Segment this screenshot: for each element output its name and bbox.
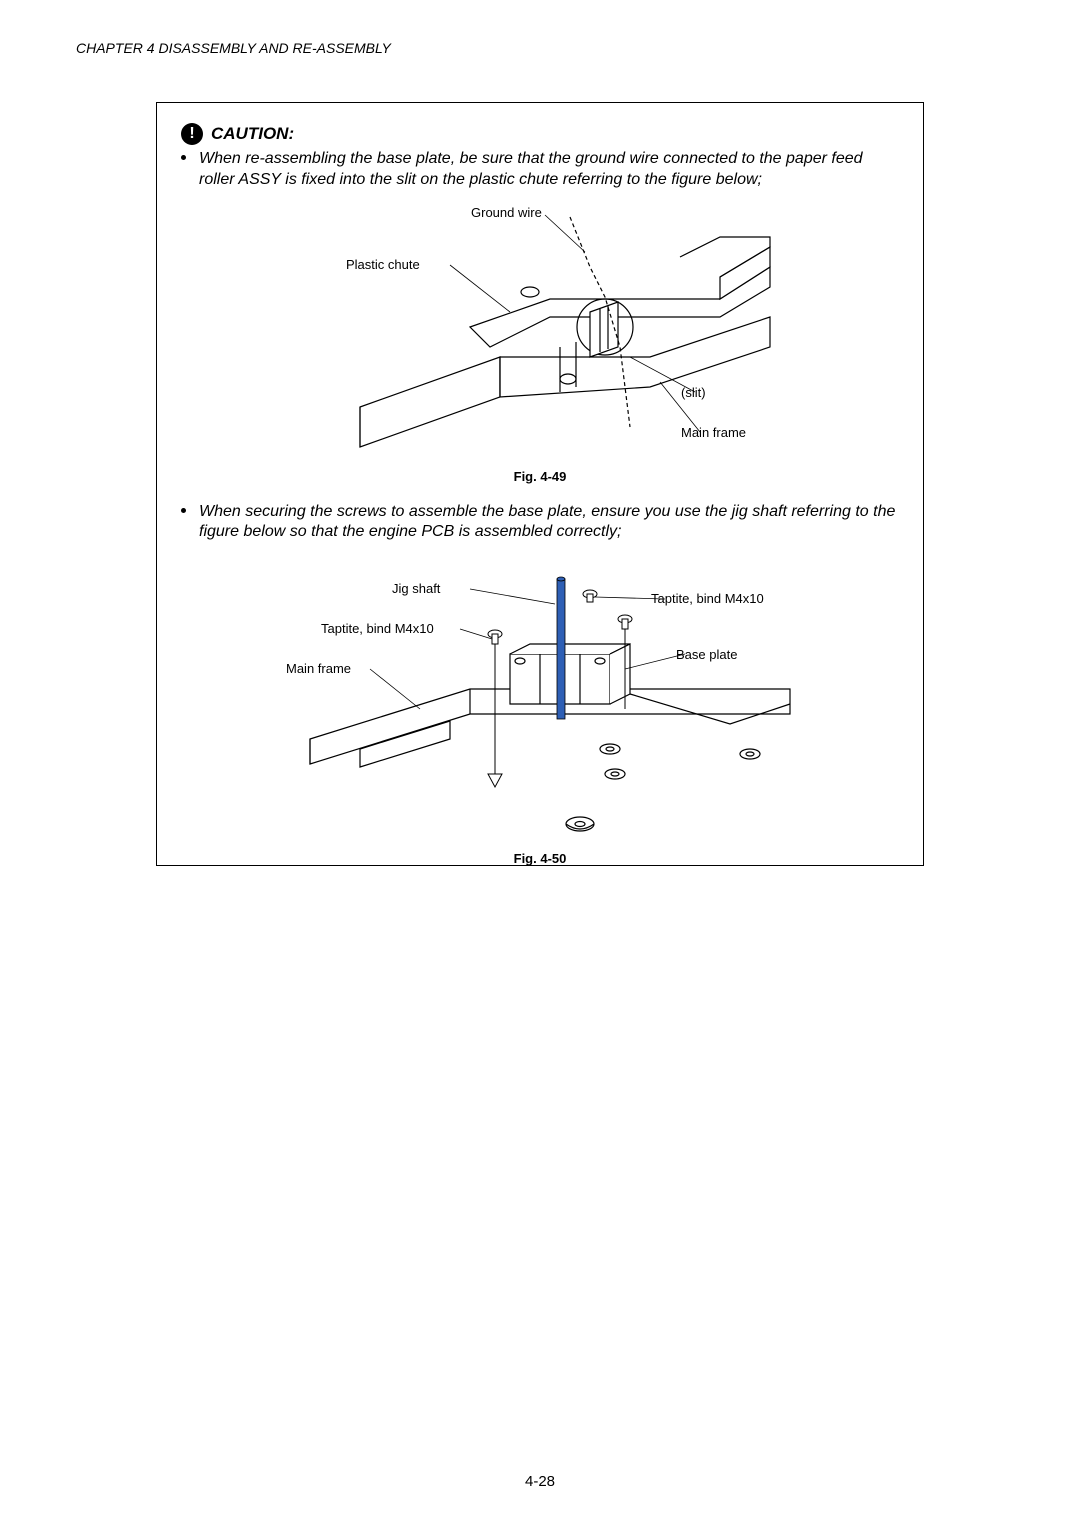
label-slit: (slit) [681, 385, 706, 400]
bullet-1: When re-assembling the base plate, be su… [181, 149, 899, 191]
label-base-plate: Base plate [676, 647, 737, 662]
figure-1-caption: Fig. 4-49 [181, 469, 899, 484]
label-taptite-left: Taptite, bind M4x10 [321, 621, 434, 636]
caution-header: ! CAUTION: [181, 123, 899, 145]
bullet-dot [181, 502, 187, 544]
label-main-frame-2: Main frame [286, 661, 351, 676]
caution-box: ! CAUTION: When re-assembling the base p… [156, 102, 924, 866]
caution-icon: ! [181, 123, 203, 145]
label-jig-shaft: Jig shaft [392, 581, 440, 596]
bullet-dot [181, 149, 187, 191]
caution-title: CAUTION: [211, 124, 294, 144]
label-main-frame-1: Main frame [681, 425, 746, 440]
chapter-header: CHAPTER 4 DISASSEMBLY AND RE-ASSEMBLY [76, 40, 391, 56]
page-number: 4-28 [0, 1473, 1080, 1490]
bullet-1-text: When re-assembling the base plate, be su… [199, 149, 899, 191]
figure-1: Ground wire Plastic chute (slit) Main fr… [181, 197, 899, 467]
figure-2-caption: Fig. 4-50 [181, 851, 899, 866]
bullet-2: When securing the screws to assemble the… [181, 502, 899, 544]
bullet-2-text: When securing the screws to assemble the… [199, 502, 899, 544]
figure-2: Jig shaft Taptite, bind M4x10 Taptite, b… [181, 549, 899, 849]
figure-1-svg [300, 197, 780, 457]
label-ground-wire: Ground wire [471, 205, 542, 220]
label-taptite-right: Taptite, bind M4x10 [651, 591, 764, 606]
label-plastic-chute: Plastic chute [346, 257, 420, 272]
